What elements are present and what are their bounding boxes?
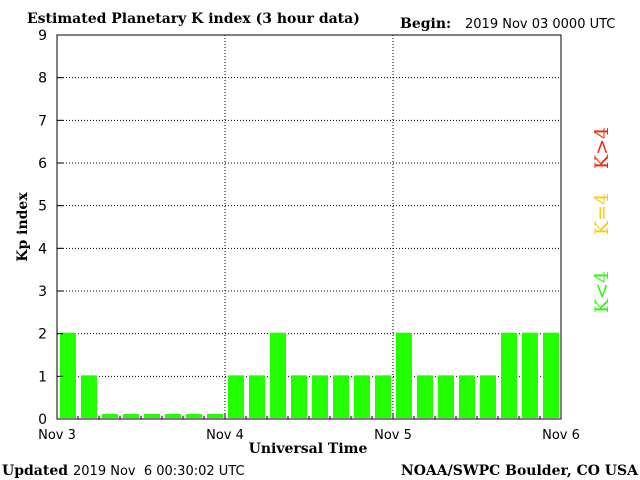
y-tick-label: 5 bbox=[38, 199, 47, 215]
kp-bar bbox=[480, 375, 496, 418]
x-tick-label: Nov 5 bbox=[374, 428, 412, 443]
legend-entry: K=4 bbox=[591, 193, 613, 235]
grid-lines bbox=[57, 34, 561, 419]
y-axis-label: Kp index bbox=[15, 192, 31, 262]
y-axis: 0 1 2 3 4 5 6 7 8 9 bbox=[38, 28, 63, 428]
kp-bar bbox=[459, 375, 475, 418]
x-tick-label: Nov 3 bbox=[38, 428, 76, 443]
kp-bar bbox=[396, 332, 412, 418]
y-tick-label: 3 bbox=[38, 284, 47, 300]
source-credit: NOAA/SWPC Boulder, CO USA bbox=[401, 463, 639, 479]
y-tick-label: 0 bbox=[38, 412, 47, 428]
kp-bar bbox=[417, 375, 433, 418]
y-tick-label: 2 bbox=[38, 327, 47, 343]
bars bbox=[60, 332, 559, 418]
x-axis: Nov 3 Nov 4 Nov 5 Nov 6 bbox=[38, 413, 580, 443]
y-tick-label: 6 bbox=[38, 156, 47, 172]
kp-bar bbox=[438, 375, 454, 418]
kp-bar bbox=[522, 332, 538, 418]
kp-bar bbox=[375, 375, 391, 418]
y-tick-label: 9 bbox=[38, 28, 47, 44]
kp-bar bbox=[291, 375, 307, 418]
y-tick-label: 7 bbox=[38, 113, 47, 129]
kp-bar bbox=[228, 375, 244, 418]
plot-frame bbox=[56, 34, 562, 420]
kp-bar bbox=[123, 414, 139, 418]
legend-entry: K>4 bbox=[591, 127, 613, 169]
x-tick-label: Nov 6 bbox=[542, 428, 580, 443]
y-tick-label: 1 bbox=[38, 369, 47, 385]
kp-bar bbox=[186, 414, 202, 418]
kp-bar bbox=[144, 414, 160, 418]
kp-bar bbox=[501, 332, 517, 418]
legend-entry: K<4 bbox=[591, 271, 613, 313]
legend: K<4 K=4 K>4 bbox=[591, 127, 613, 313]
kp-bar bbox=[165, 414, 181, 418]
kp-bar bbox=[270, 332, 286, 418]
kp-bar bbox=[543, 332, 559, 418]
kp-bar bbox=[60, 332, 76, 418]
x-tick-label: Nov 4 bbox=[206, 428, 244, 443]
kp-bar bbox=[354, 375, 370, 418]
kp-bar bbox=[312, 375, 328, 418]
x-axis-label: Universal Time bbox=[249, 441, 368, 457]
kp-bar bbox=[102, 414, 118, 418]
y-tick-label: 8 bbox=[38, 71, 47, 87]
updated-label: Updated bbox=[2, 463, 68, 479]
begin-value: 2019 Nov 03 0000 UTC bbox=[465, 17, 615, 32]
begin-label: Begin: bbox=[400, 16, 451, 32]
kp-bar bbox=[81, 375, 97, 418]
chart-title: Estimated Planetary K index (3 hour data… bbox=[27, 11, 360, 27]
y-tick-label: 4 bbox=[38, 241, 47, 257]
kp-bar bbox=[249, 375, 265, 418]
kp-bar bbox=[207, 414, 223, 418]
kp-bar bbox=[333, 375, 349, 418]
updated-value: 2019 Nov 6 00:30:02 UTC bbox=[73, 464, 245, 479]
